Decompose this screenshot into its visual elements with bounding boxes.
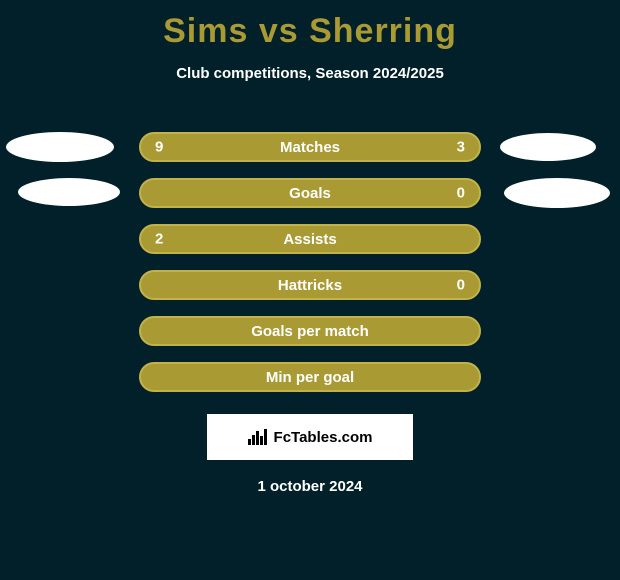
stat-row: 2 Assists: [0, 216, 620, 262]
decor-oval-right: [504, 178, 610, 208]
date-text: 1 october 2024: [0, 478, 620, 495]
stat-row: Hattricks 0: [0, 262, 620, 308]
brand-text: FcTables.com: [274, 429, 373, 446]
stat-left-value: 9: [155, 139, 163, 156]
stat-row: Min per goal: [0, 354, 620, 400]
page-subtitle: Club competitions, Season 2024/2025: [0, 65, 620, 82]
stat-pill-hattricks: Hattricks 0: [139, 270, 481, 300]
stat-pill-matches: 9 Matches 3: [139, 132, 481, 162]
stat-pill-goals-per-match: Goals per match: [139, 316, 481, 346]
stat-row: Goals 0: [0, 170, 620, 216]
stat-right-value: 0: [457, 185, 465, 202]
stat-label: Goals per match: [251, 323, 369, 340]
stat-label: Assists: [283, 231, 336, 248]
decor-oval-left: [6, 132, 114, 162]
stat-label: Hattricks: [278, 277, 342, 294]
stat-row: Goals per match: [0, 308, 620, 354]
stat-right-value: 3: [457, 139, 465, 156]
stat-right-value: 0: [457, 277, 465, 294]
stat-left-value: 2: [155, 231, 163, 248]
bars-icon: [248, 429, 268, 445]
stats-area: 9 Matches 3 Goals 0 2 Assists Hattricks …: [0, 124, 620, 400]
stat-label: Matches: [280, 139, 340, 156]
stat-row: 9 Matches 3: [0, 124, 620, 170]
stat-pill-assists: 2 Assists: [139, 224, 481, 254]
decor-oval-left: [18, 178, 120, 206]
stat-label: Min per goal: [266, 369, 354, 386]
stat-pill-min-per-goal: Min per goal: [139, 362, 481, 392]
branding-box: FcTables.com: [207, 414, 413, 460]
decor-oval-right: [500, 133, 596, 161]
page-title: Sims vs Sherring: [0, 0, 620, 51]
stat-pill-goals: Goals 0: [139, 178, 481, 208]
stat-label: Goals: [289, 185, 331, 202]
